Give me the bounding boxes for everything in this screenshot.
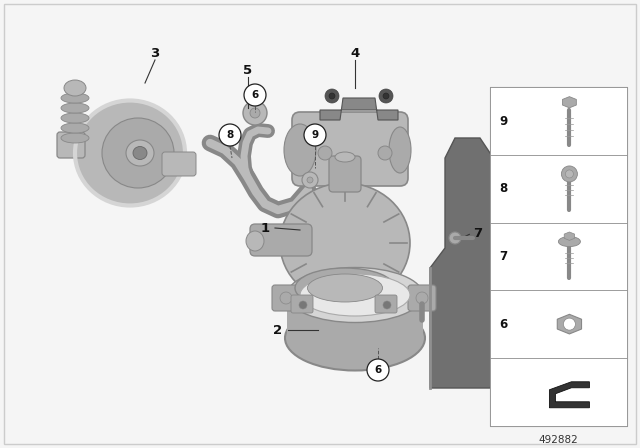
Circle shape [299, 301, 307, 309]
Polygon shape [430, 138, 500, 388]
Ellipse shape [61, 103, 89, 113]
Circle shape [379, 89, 393, 103]
Ellipse shape [284, 124, 316, 176]
Circle shape [416, 292, 428, 304]
Ellipse shape [559, 237, 580, 246]
FancyBboxPatch shape [250, 224, 312, 256]
FancyBboxPatch shape [490, 155, 627, 223]
Circle shape [329, 93, 335, 99]
Text: 9: 9 [499, 115, 508, 128]
Ellipse shape [75, 100, 185, 206]
Ellipse shape [133, 146, 147, 159]
FancyBboxPatch shape [490, 223, 627, 290]
Text: 8: 8 [499, 182, 508, 195]
FancyBboxPatch shape [490, 87, 627, 426]
Text: 1: 1 [260, 221, 269, 234]
Ellipse shape [61, 93, 89, 103]
FancyBboxPatch shape [162, 152, 196, 176]
Text: 6: 6 [252, 90, 259, 100]
Circle shape [378, 146, 392, 160]
Circle shape [302, 172, 318, 188]
Ellipse shape [61, 123, 89, 133]
Circle shape [280, 292, 292, 304]
FancyBboxPatch shape [57, 132, 85, 158]
Circle shape [304, 124, 326, 146]
Circle shape [383, 93, 389, 99]
Ellipse shape [126, 140, 154, 166]
Ellipse shape [285, 306, 425, 370]
Circle shape [565, 170, 573, 178]
Text: 8: 8 [227, 130, 234, 140]
FancyBboxPatch shape [287, 295, 423, 340]
FancyBboxPatch shape [375, 295, 397, 313]
Ellipse shape [61, 113, 89, 123]
FancyBboxPatch shape [292, 112, 408, 186]
Circle shape [449, 232, 461, 244]
Text: 9: 9 [312, 130, 319, 140]
Circle shape [325, 89, 339, 103]
FancyBboxPatch shape [490, 290, 627, 358]
Circle shape [243, 101, 267, 125]
Text: 6: 6 [374, 365, 381, 375]
Circle shape [367, 359, 389, 381]
Text: 492882: 492882 [538, 435, 579, 444]
Polygon shape [549, 382, 589, 408]
Polygon shape [320, 98, 398, 120]
Text: 2: 2 [273, 323, 283, 336]
Circle shape [561, 166, 577, 182]
Circle shape [563, 318, 575, 330]
Circle shape [250, 108, 260, 118]
Ellipse shape [389, 127, 411, 173]
FancyBboxPatch shape [490, 87, 627, 155]
Polygon shape [557, 314, 582, 334]
Polygon shape [564, 232, 575, 241]
Text: 7: 7 [474, 227, 483, 240]
Ellipse shape [280, 183, 410, 303]
FancyBboxPatch shape [291, 295, 313, 313]
Circle shape [244, 84, 266, 106]
Ellipse shape [61, 133, 89, 143]
Circle shape [318, 146, 332, 160]
Ellipse shape [64, 80, 86, 96]
FancyBboxPatch shape [408, 285, 436, 311]
Ellipse shape [307, 274, 383, 302]
Ellipse shape [287, 267, 423, 323]
Ellipse shape [300, 274, 410, 316]
FancyBboxPatch shape [272, 285, 300, 311]
Ellipse shape [102, 118, 174, 188]
Text: 3: 3 [150, 47, 159, 60]
Circle shape [383, 301, 391, 309]
Circle shape [219, 124, 241, 146]
Circle shape [307, 177, 313, 183]
Text: 6: 6 [499, 318, 508, 331]
Text: 5: 5 [243, 64, 253, 77]
Text: 4: 4 [350, 47, 360, 60]
FancyBboxPatch shape [490, 358, 627, 426]
Ellipse shape [295, 268, 395, 308]
Polygon shape [563, 97, 577, 108]
FancyBboxPatch shape [329, 156, 361, 192]
Text: 7: 7 [500, 250, 508, 263]
Ellipse shape [335, 152, 355, 162]
Ellipse shape [246, 231, 264, 251]
